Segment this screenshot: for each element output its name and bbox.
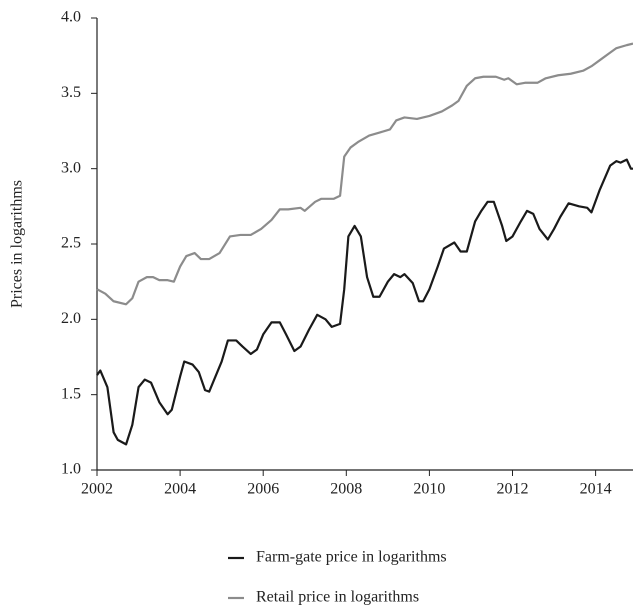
- y-tick-label: 4.0: [61, 9, 81, 26]
- y-tick-label: 1.0: [61, 461, 81, 478]
- legend-label: Retail price in logarithms: [256, 589, 419, 606]
- x-tick-label: 2006: [247, 481, 279, 498]
- x-tick-label: 2014: [580, 481, 612, 498]
- y-tick-label: 2.5: [61, 235, 81, 252]
- y-axis-label: Prices in logarithms: [9, 180, 26, 308]
- y-tick-label: 1.5: [61, 385, 81, 402]
- x-tick-label: 2008: [330, 481, 362, 498]
- series-line: [96, 42, 633, 306]
- x-tick-label: 2004: [164, 481, 196, 498]
- y-tick-label: 3.5: [61, 84, 81, 101]
- y-tick-label: 2.0: [61, 310, 81, 327]
- legend-label: Farm-gate price in logarithms: [256, 549, 447, 566]
- y-tick-label: 3.0: [61, 159, 81, 176]
- x-tick-label: 2002: [81, 481, 113, 498]
- series-line: [96, 158, 633, 446]
- x-tick-label: 2012: [497, 481, 529, 498]
- x-tick-label: 2010: [413, 481, 445, 498]
